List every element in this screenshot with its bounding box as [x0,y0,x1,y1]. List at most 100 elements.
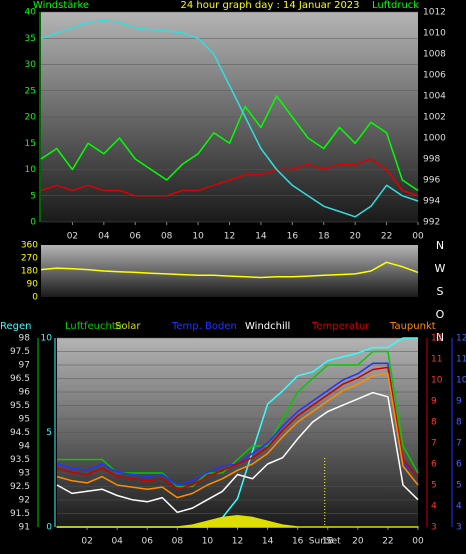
x-tick-label: 22 [382,537,393,547]
legend-label: Solar [115,321,141,332]
y2-tick-label: 1000 [423,134,446,144]
y-tick-label: 180 [21,267,38,277]
y2-tick-label: 1012 [423,8,446,18]
y2-tick-label: 992 [423,218,440,228]
x-tick-label: 10 [192,232,204,242]
x-tick-label: 00 [412,232,424,242]
y4-tick-label: 10 [456,376,466,386]
y2-tick-label: 7 [431,439,437,449]
x-tick-label: 12 [224,232,235,242]
x-tick-label: 16 [287,232,299,242]
legend-label: Taupunkt [389,321,436,332]
y2-tick-label: 6 [431,460,437,470]
y4-tick-label: 9 [456,397,462,407]
y-tick-label: 97 [19,361,30,371]
legend-label: Windchill [245,321,290,332]
x-tick-label: 08 [172,537,184,547]
legend-label: Regen [0,321,32,332]
y2-tick-label: 1006 [423,71,446,81]
y-tick-label: 91.5 [10,509,30,519]
x-tick-label: 04 [111,537,123,547]
x-tick-label: 08 [161,232,173,242]
y2-tick-label: 5 [431,481,437,491]
y2-tick-label: 12 [431,334,442,344]
x-tick-label: 18 [318,232,330,242]
x-tick-label: 22 [381,232,392,242]
y4-tick-label: 11 [456,355,466,365]
y-tick-label: 35 [25,34,36,44]
y2-tick-label: 8 [431,418,437,428]
x-tick-label: 00 [412,537,424,547]
y-tick-label: 270 [21,254,38,264]
x-tick-label: 04 [98,232,110,242]
x-tick-label: 02 [67,232,78,242]
legend-label: Temp. Boden [171,321,237,332]
annotation: SunSet [309,537,341,547]
y2-tick-label: 996 [423,176,440,186]
y-tick-label: 10 [25,165,37,175]
y-tick-label: 0 [30,218,36,228]
y-tick-label: 95 [19,415,30,425]
line [40,19,419,218]
y-tick-label: 93 [19,469,30,479]
y-axis-label: Windstärke [33,0,89,11]
y-tick-label: 92.5 [10,482,30,492]
y2-tick-label: 1008 [423,50,446,60]
chart-title: 24 hour graph day : 14 Januar 2023 [180,0,359,11]
line [40,95,419,192]
x-tick-label: 18 [322,537,334,547]
compass-label: O [436,308,445,321]
y2-axis-label: Luftdruck [372,0,419,11]
y-tick-label: 96.5 [10,374,30,384]
y4-tick-label: 5 [456,481,462,491]
x-tick-label: 20 [352,537,364,547]
line [40,261,419,279]
y-tick-label: 97.5 [10,347,30,357]
y-tick-label: 96 [19,388,31,398]
y2-tick-label: 9 [431,397,437,407]
y2-tick-label: 1004 [423,92,446,102]
x-tick-label: 14 [262,537,274,547]
y2-tick-label: 994 [423,197,440,207]
y4-tick-label: 8 [456,418,462,428]
x-tick-label: 16 [292,537,304,547]
y4-tick-label: 6 [456,460,462,470]
y-tick-label: 15 [25,139,36,149]
line [56,366,419,490]
line [56,372,419,499]
x-tick-label: 14 [255,232,267,242]
y-tick-label: 40 [25,8,37,18]
y-tick-label: 95.5 [10,401,30,411]
y-tick-label: 91 [19,523,30,533]
x-tick-label: 06 [130,232,142,242]
y-tick-label: 94.5 [10,428,30,438]
y-tick-label: 25 [25,86,36,96]
y-tick-label: 90 [27,280,39,290]
line [40,158,419,197]
y3-tick-label: 10 [41,334,53,344]
y2-tick-label: 4 [431,502,437,512]
y-tick-label: 20 [25,113,37,123]
compass-label: N [436,331,444,344]
x-tick-label: 02 [81,537,92,547]
legend-label: Luftfeuchte [65,321,122,332]
compass-label: W [435,262,446,275]
y-tick-label: 30 [25,60,37,70]
y2-tick-label: 1002 [423,113,446,123]
y-tick-label: 0 [32,293,38,303]
compass-label: N [436,239,444,252]
y4-tick-label: 4 [456,502,462,512]
x-tick-label: 12 [232,537,243,547]
area [56,514,419,528]
y-tick-label: 5 [30,191,36,201]
line [56,391,419,514]
y4-tick-label: 12 [456,334,466,344]
y2-tick-label: 998 [423,155,440,165]
x-tick-label: 10 [202,537,214,547]
y4-tick-label: 7 [456,439,462,449]
compass-label: S [437,285,444,298]
y2-tick-label: 1010 [423,29,446,39]
y2-tick-label: 3 [431,523,437,533]
